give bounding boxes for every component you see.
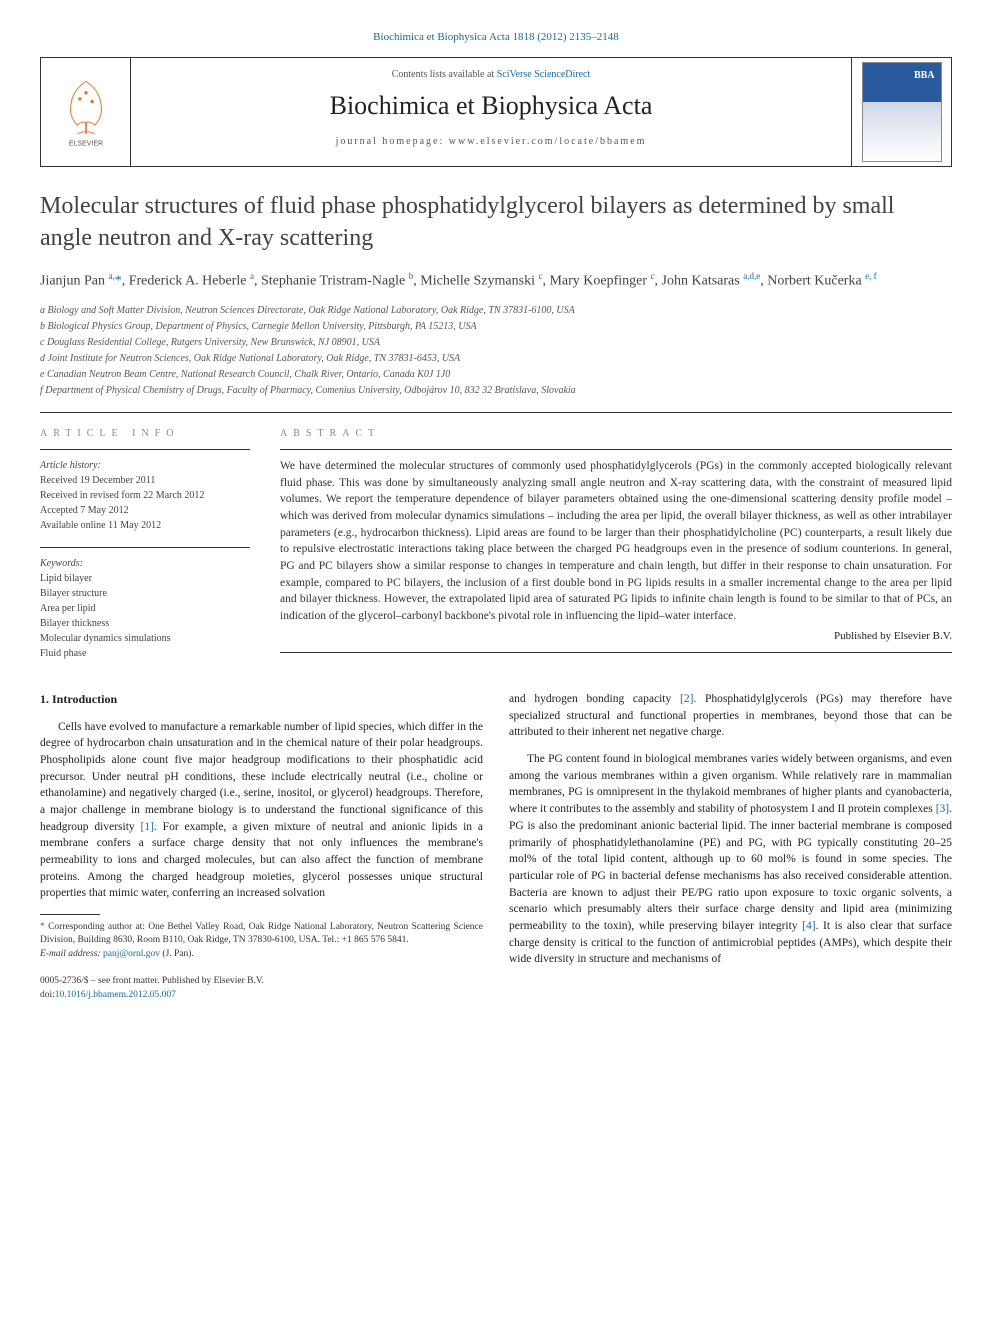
issn-doi-block: 0005-2736/$ – see front matter. Publishe… [40,975,483,1003]
abstract-heading: ABSTRACT [280,427,952,441]
affiliations-list: a Biology and Soft Matter Division, Neut… [40,303,952,398]
history-line: Received 19 December 2011 [40,473,250,488]
header-center: Contents lists available at SciVerse Sci… [131,58,851,166]
cover-image [862,62,942,162]
ref-link[interactable]: [4] [802,920,815,932]
body-col-right: and hydrogen bonding capacity [2]. Phosp… [509,691,952,1002]
history-line: Available online 11 May 2012 [40,518,250,533]
journal-header-box: ELSEVIER Contents lists available at Sci… [40,57,952,167]
footnotes: * Corresponding author at: One Bethel Va… [40,921,483,961]
citation-header: Biochimica et Biophysica Acta 1818 (2012… [40,30,952,45]
affiliation-line: c Douglass Residential College, Rutgers … [40,335,952,350]
footnote-separator [40,914,100,915]
authors-list: Jianjun Pan a,*, Frederick A. Heberle a,… [40,270,952,291]
info-row: ARTICLE INFO Article history: Received 1… [40,427,952,661]
divider [40,412,952,413]
corresponding-author-note: * Corresponding author at: One Bethel Va… [40,921,483,948]
keywords-label: Keywords: [40,556,250,571]
ref-link[interactable]: [2] [680,693,693,705]
publisher-logo: ELSEVIER [41,58,131,166]
intro-heading: 1. Introduction [40,691,483,708]
affiliation-line: e Canadian Neutron Beam Centre, National… [40,367,952,382]
abstract-col: ABSTRACT We have determined the molecula… [280,427,952,661]
homepage-line: journal homepage: www.elsevier.com/locat… [131,135,851,149]
history-label: Article history: [40,458,250,473]
divider [280,652,952,653]
article-history: Article history: Received 19 December 20… [40,458,250,533]
keyword-line: Bilayer structure [40,586,250,601]
ref-link[interactable]: [3] [936,803,949,815]
history-line: Accepted 7 May 2012 [40,503,250,518]
doi-line: doi:10.1016/j.bbamem.2012.05.007 [40,989,483,1003]
doi-link[interactable]: 10.1016/j.bbamem.2012.05.007 [55,990,176,1000]
divider [280,449,952,450]
journal-cover-thumb [851,58,951,166]
body-col-left: 1. Introduction Cells have evolved to ma… [40,691,483,1002]
body-columns: 1. Introduction Cells have evolved to ma… [40,691,952,1002]
email-line: E-mail address: panj@ornl.gov (J. Pan). [40,948,483,961]
intro-para-2: and hydrogen bonding capacity [2]. Phosp… [509,691,952,741]
journal-title: Biochimica et Biophysica Acta [131,88,851,124]
affiliation-line: a Biology and Soft Matter Division, Neut… [40,303,952,318]
keyword-line: Area per lipid [40,601,250,616]
contents-line: Contents lists available at SciVerse Sci… [131,68,851,82]
keyword-line: Fluid phase [40,646,250,661]
divider [40,547,250,548]
keyword-line: Lipid bilayer [40,571,250,586]
article-info-heading: ARTICLE INFO [40,427,250,441]
elsevier-text: ELSEVIER [68,141,102,148]
ref-link[interactable]: [1] [141,821,154,833]
affiliation-line: b Biological Physics Group, Department o… [40,319,952,334]
email-link[interactable]: panj@ornl.gov [103,949,160,959]
affiliation-line: d Joint Institute for Neutron Sciences, … [40,351,952,366]
sciverse-link[interactable]: SciVerse ScienceDirect [497,69,591,80]
intro-para-3: The PG content found in biological membr… [509,751,952,968]
issn-line: 0005-2736/$ – see front matter. Publishe… [40,975,483,989]
history-line: Received in revised form 22 March 2012 [40,488,250,503]
keyword-line: Molecular dynamics simulations [40,631,250,646]
article-title: Molecular structures of fluid phase phos… [40,191,952,253]
article-info-col: ARTICLE INFO Article history: Received 1… [40,427,250,661]
abstract-text: We have determined the molecular structu… [280,458,952,625]
publisher-note: Published by Elsevier B.V. [280,629,952,644]
affiliation-line: f Department of Physical Chemistry of Dr… [40,383,952,398]
keyword-line: Bilayer thickness [40,616,250,631]
keywords-block: Keywords: Lipid bilayerBilayer structure… [40,556,250,661]
elsevier-tree-icon: ELSEVIER [51,77,121,147]
citation-link[interactable]: Biochimica et Biophysica Acta 1818 (2012… [373,31,619,43]
intro-para-1: Cells have evolved to manufacture a rema… [40,719,483,902]
divider [40,449,250,450]
